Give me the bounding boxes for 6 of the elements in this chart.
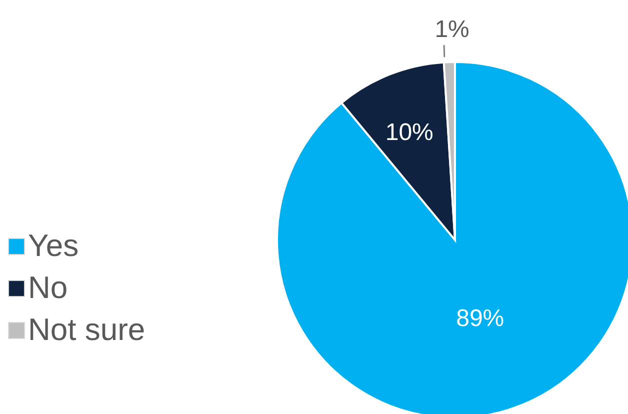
- data-label: 10%: [385, 118, 434, 146]
- legend-label: Not sure: [28, 311, 146, 349]
- data-label: 89%: [456, 305, 504, 332]
- legend-label: No: [28, 269, 68, 307]
- data-label: 1%: [434, 16, 470, 44]
- legend-label: Yes: [28, 227, 79, 265]
